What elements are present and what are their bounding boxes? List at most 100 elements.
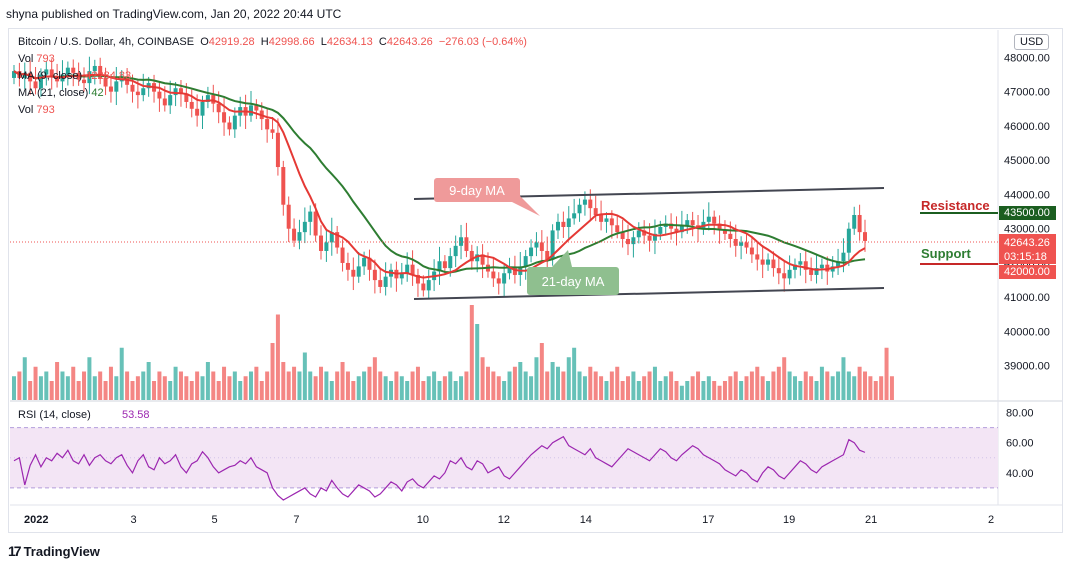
volume-bar bbox=[141, 371, 146, 400]
volume-bar bbox=[582, 376, 587, 400]
candle-body bbox=[787, 269, 792, 279]
volume-bar bbox=[33, 366, 38, 400]
candle-body bbox=[819, 264, 824, 269]
legend-symbol[interactable]: Bitcoin / U.S. Dollar, 4h, COINBASE bbox=[18, 36, 195, 48]
candle-body bbox=[130, 84, 135, 92]
volume-bar bbox=[399, 376, 404, 400]
legend-low: 42634.13 bbox=[326, 36, 373, 48]
candle-body bbox=[550, 230, 555, 260]
volume-bar bbox=[184, 376, 189, 400]
volume-bar bbox=[297, 371, 302, 400]
candle-body bbox=[200, 101, 205, 116]
candle-body bbox=[92, 65, 97, 72]
volume-bar bbox=[825, 371, 830, 400]
volume-bar bbox=[12, 376, 16, 400]
ma21-tag: 21-day MA bbox=[542, 274, 605, 289]
candle-body bbox=[830, 266, 835, 272]
candle-body bbox=[275, 132, 280, 168]
candle-body bbox=[755, 254, 760, 260]
candle-body bbox=[98, 65, 103, 78]
candle-body bbox=[319, 235, 324, 251]
candle-body bbox=[717, 223, 722, 231]
volume-bar bbox=[437, 381, 442, 400]
ma21-tag-box bbox=[527, 267, 619, 295]
volume-bar bbox=[593, 371, 598, 400]
tradingview-logo-icon: 17 bbox=[8, 543, 22, 559]
volume-bar bbox=[739, 381, 744, 400]
volume-bar bbox=[615, 366, 620, 400]
volume-bar bbox=[609, 371, 614, 400]
ma9-tag-pointer bbox=[512, 196, 540, 216]
volume-bar bbox=[119, 347, 124, 400]
volume-bar bbox=[389, 381, 394, 400]
volume-bar bbox=[367, 366, 372, 400]
candle-body bbox=[846, 228, 851, 253]
candle-body bbox=[669, 223, 674, 229]
volume-bar bbox=[766, 381, 771, 400]
volume-bar bbox=[157, 371, 162, 400]
candle-body bbox=[324, 242, 329, 251]
candle-body bbox=[135, 91, 140, 96]
candle-body bbox=[642, 230, 647, 236]
candle-body bbox=[841, 252, 846, 262]
volume-bar bbox=[792, 376, 797, 400]
time-tick-label: 3 bbox=[130, 514, 136, 526]
candle-body bbox=[265, 119, 270, 130]
volume-bar bbox=[415, 366, 420, 400]
volume-bar bbox=[798, 381, 803, 400]
volume-bar bbox=[378, 371, 383, 400]
candle-body bbox=[776, 268, 781, 274]
tradingview-logo[interactable]: 17 TradingView bbox=[8, 543, 100, 559]
candle-body bbox=[335, 232, 340, 248]
volume-bar bbox=[599, 376, 604, 400]
candle-body bbox=[599, 215, 604, 222]
volume-bar bbox=[464, 371, 469, 400]
ma9-tag-box bbox=[434, 178, 520, 202]
volume-bar bbox=[658, 381, 663, 400]
candle-body bbox=[722, 230, 727, 234]
time-tick-label: 2 bbox=[988, 514, 994, 526]
candle-body bbox=[22, 72, 27, 78]
candle-body bbox=[141, 88, 146, 96]
volume-bar bbox=[270, 343, 275, 400]
volume-bar bbox=[663, 376, 668, 400]
countdown-tag: 03:15:18 bbox=[1004, 251, 1047, 263]
legend-ma9-label[interactable]: MA (9, close) bbox=[18, 70, 83, 82]
candle-body bbox=[82, 79, 87, 84]
legend-close: 42643.26 bbox=[386, 36, 433, 48]
volume-bar bbox=[631, 371, 636, 400]
rsi-value: 53.58 bbox=[122, 409, 150, 421]
volume-bar bbox=[523, 371, 528, 400]
volume-bar bbox=[243, 376, 248, 400]
volume-bar bbox=[351, 381, 356, 400]
volume-bar bbox=[394, 371, 399, 400]
candle-body bbox=[620, 232, 625, 239]
candle-body bbox=[448, 256, 453, 269]
volume-bar bbox=[71, 366, 76, 400]
ma21-tag-pointer bbox=[552, 250, 572, 267]
volume-bar bbox=[604, 381, 609, 400]
candle-body bbox=[507, 268, 512, 274]
volume-bar bbox=[162, 376, 167, 400]
volume-bar bbox=[469, 305, 474, 400]
volume-bar bbox=[335, 371, 340, 400]
ma9-tag: 9-day MA bbox=[449, 183, 505, 198]
candle-body bbox=[173, 88, 178, 96]
volume-bar bbox=[44, 371, 49, 400]
candle-body bbox=[512, 268, 517, 275]
currency-button[interactable]: USD bbox=[1014, 34, 1050, 50]
volume-bar bbox=[545, 371, 550, 400]
legend-ma21-label[interactable]: MA (21, close) bbox=[18, 87, 89, 99]
candle-body bbox=[184, 93, 189, 102]
legend-high-label: H bbox=[260, 36, 269, 48]
candle-body bbox=[227, 122, 232, 130]
candle-body bbox=[178, 88, 183, 94]
candle-body bbox=[162, 98, 167, 106]
candle-body bbox=[766, 259, 771, 265]
candle-body bbox=[232, 115, 237, 130]
candle-body bbox=[65, 67, 70, 75]
candle-body bbox=[49, 69, 54, 77]
candle-body bbox=[195, 108, 200, 116]
candle-body bbox=[248, 105, 253, 116]
